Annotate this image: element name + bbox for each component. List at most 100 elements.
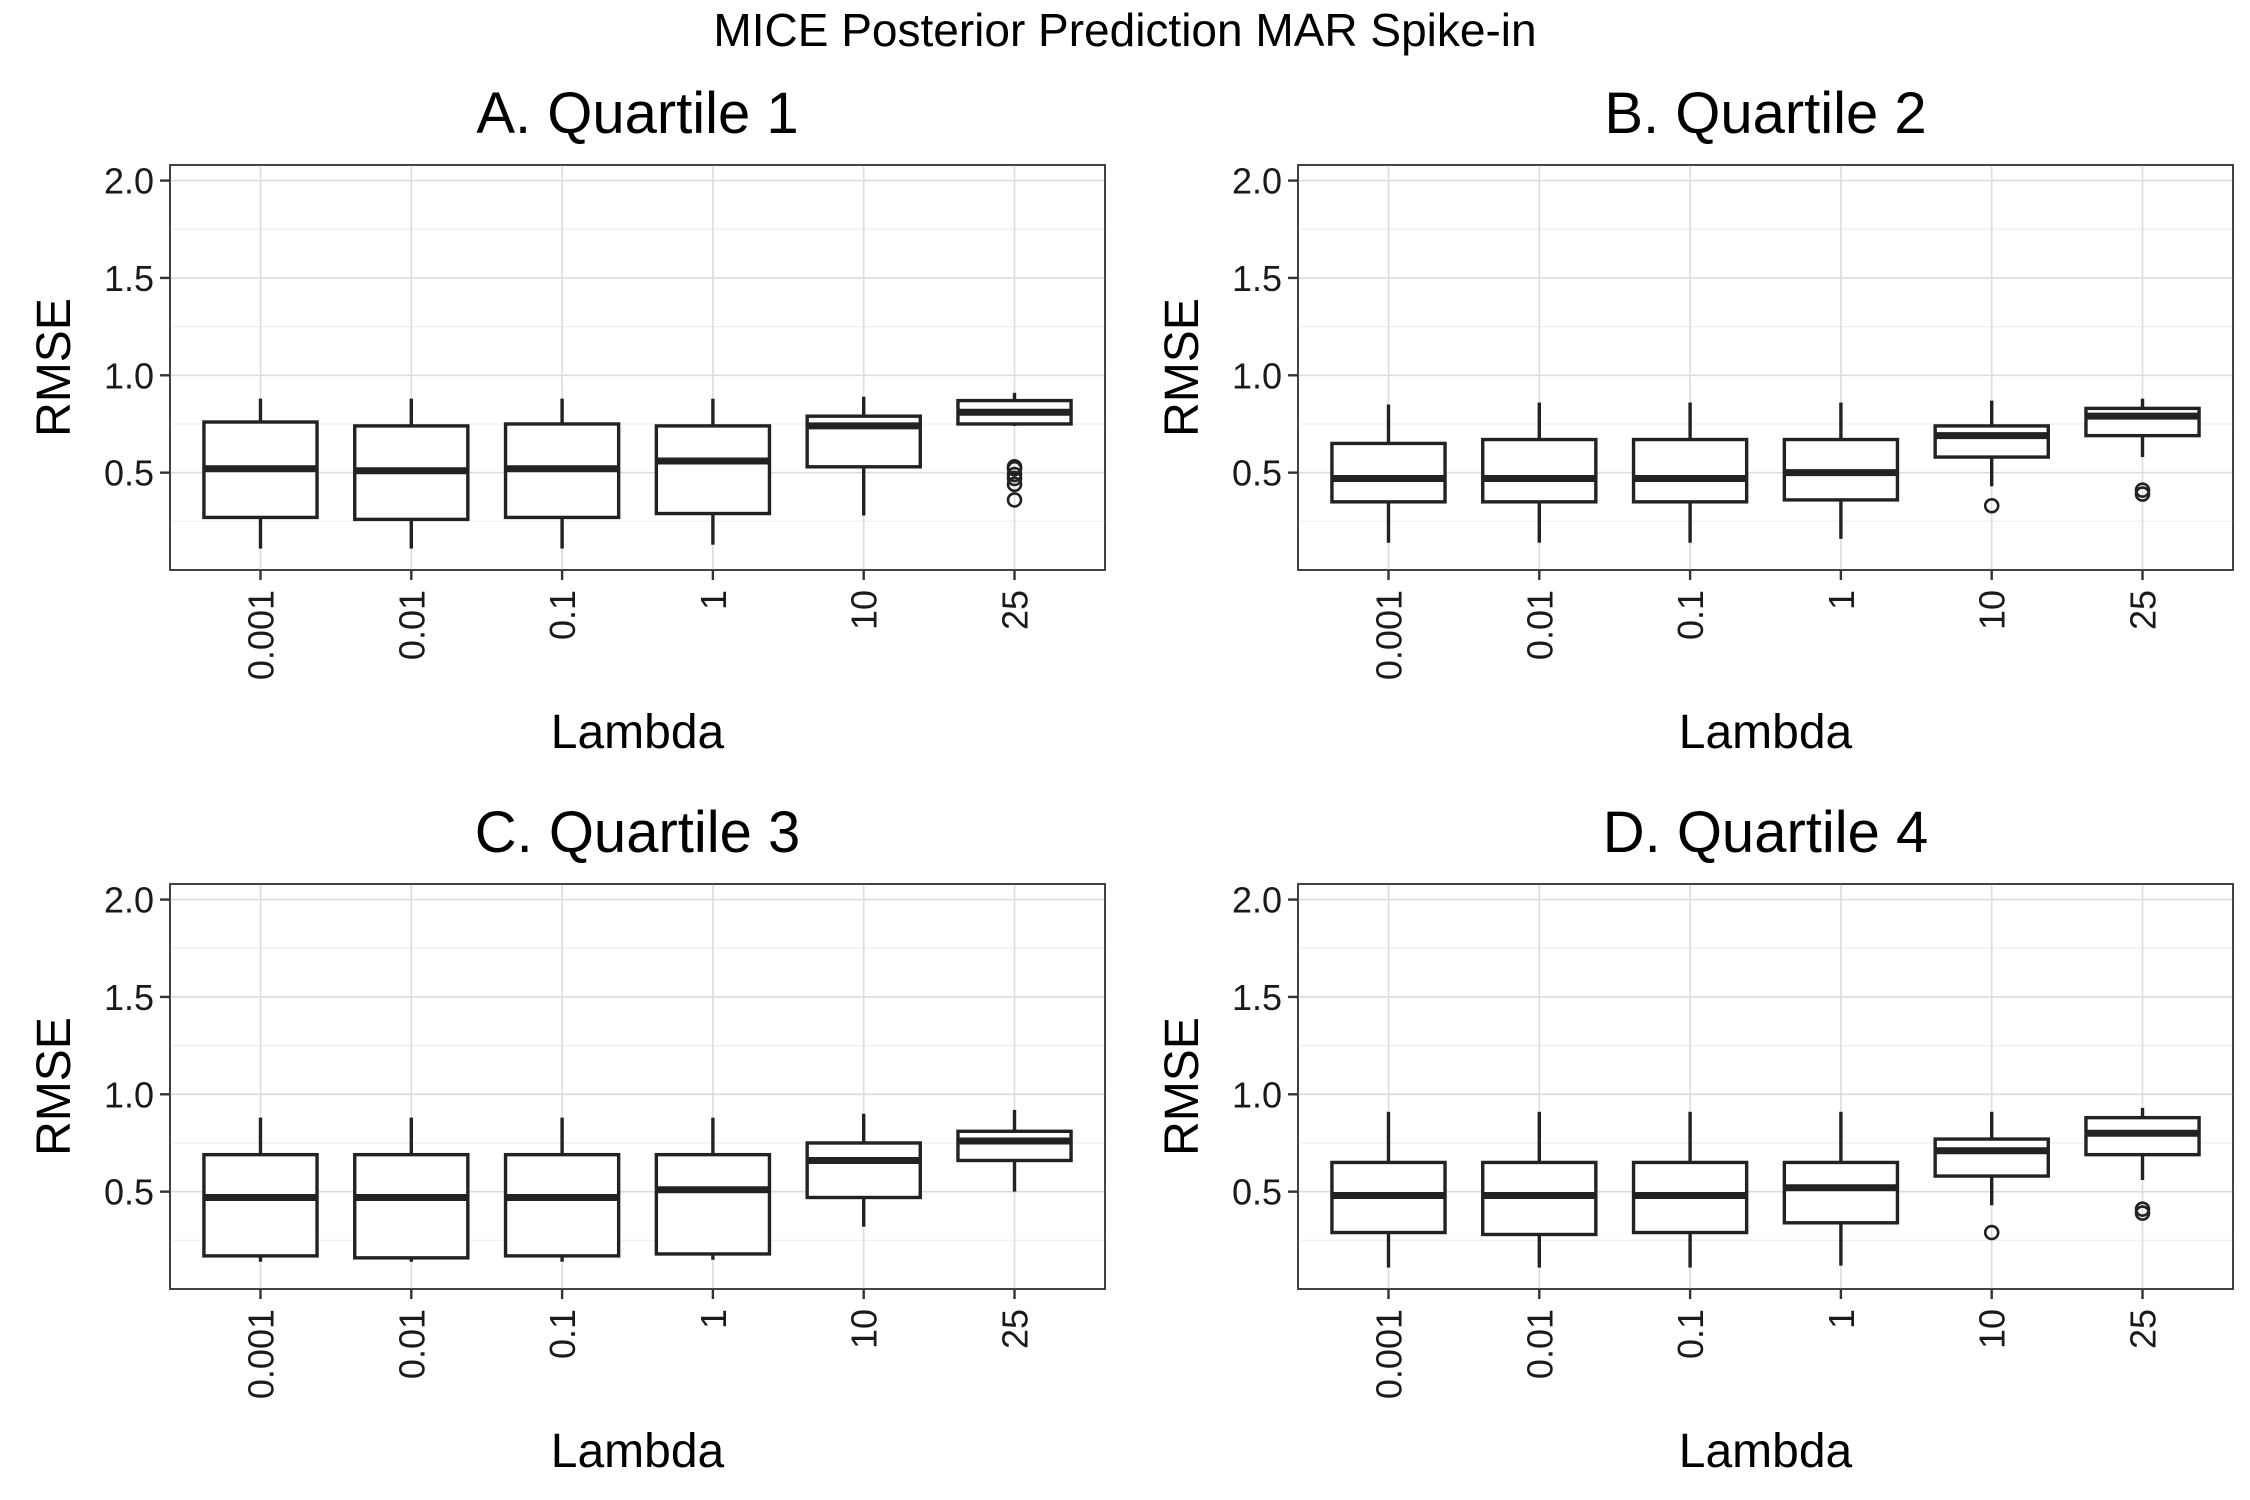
box-10 [1933, 400, 2050, 514]
x-tick-label: 1 [693, 590, 734, 610]
x-axis-label: Lambda [1679, 706, 1853, 759]
x-tick-label: 0.01 [391, 590, 432, 660]
x-tick-label: 0.01 [391, 1309, 432, 1379]
x-tick-label: 25 [2123, 1309, 2164, 1349]
x-tick-label: 10 [844, 590, 885, 630]
y-axis-label: RMSE [1156, 1017, 1209, 1156]
y-tick-label: 1.5 [1232, 977, 1282, 1018]
y-tick-label: 0.5 [104, 453, 154, 494]
outlier-point [1983, 1224, 2000, 1241]
x-tick-label: 0.01 [1519, 590, 1560, 660]
box-1 [654, 1117, 772, 1260]
box-0.001 [1330, 404, 1447, 543]
box-body [1330, 441, 1447, 504]
x-axis-label: Lambda [551, 1425, 725, 1478]
y-tick-label: 1.0 [1232, 355, 1282, 396]
y-tick-label: 0.5 [1232, 453, 1282, 494]
box-1 [1782, 402, 1900, 539]
box-body [805, 1141, 922, 1200]
box-0.001 [1330, 1111, 1447, 1268]
box-0.1 [503, 1117, 621, 1262]
y-tick-label: 1.5 [104, 258, 154, 299]
x-tick-label: 1 [1821, 1309, 1862, 1329]
box-25 [956, 392, 1073, 508]
outlier-point [1983, 497, 2000, 514]
outlier-point [2134, 1201, 2151, 1217]
box-25 [2084, 1107, 2201, 1221]
panel-title: B. Quartile 2 [1604, 81, 1926, 146]
box-0.01 [1481, 402, 1598, 543]
outlier-point [1006, 476, 1023, 493]
y-tick-label: 2.0 [104, 161, 154, 202]
box-body [1933, 424, 2050, 459]
y-tick-label: 1.0 [104, 355, 154, 396]
plot-area [1297, 164, 2234, 571]
outlier-point [1006, 466, 1023, 483]
box-1 [1782, 1111, 1900, 1266]
box-25 [956, 1109, 1073, 1192]
x-tick-label: 10 [844, 1309, 885, 1349]
y-tick-label: 2.0 [1232, 161, 1282, 202]
box-body [654, 424, 772, 516]
y-tick-label: 2.0 [1232, 880, 1282, 921]
y-tick-label: 1.0 [1232, 1074, 1282, 1115]
x-tick-label: 10 [1972, 1309, 2013, 1349]
y-axis-label: RMSE [1156, 298, 1209, 437]
box-10 [1933, 1111, 2050, 1241]
y-tick-label: 1.5 [104, 977, 154, 1018]
plot-area [169, 883, 1106, 1290]
x-tick-label: 0.001 [240, 1309, 281, 1399]
plot-border [1297, 164, 2234, 571]
box-0.01 [353, 1117, 470, 1262]
x-tick-label: 0.1 [1670, 1309, 1711, 1359]
box-25 [2084, 398, 2201, 502]
panels: A. Quartile 10.51.01.52.00.001 0.01 0.1 1 10… [28, 81, 2234, 1478]
box-1 [654, 398, 772, 545]
box-10 [805, 396, 922, 516]
panel-title: C. Quartile 3 [475, 800, 801, 865]
box-body [1631, 437, 1749, 504]
x-tick-label: 0.001 [1368, 590, 1409, 680]
box-0.001 [202, 1117, 319, 1262]
x-tick-label: 0.1 [1670, 590, 1711, 640]
x-tick-label: 0.001 [240, 590, 281, 680]
box-0.1 [503, 398, 621, 549]
outlier-point [1006, 459, 1023, 475]
x-tick-label: 0.01 [1519, 1309, 1560, 1379]
plot-border [1297, 883, 2234, 1290]
panel-2: B. Quartile 2 0.5 1.0 1.5 2.0 0.001 0.01 0.1 1 10… [1156, 81, 2234, 759]
box-0.1 [1631, 402, 1749, 543]
outlier-point [2134, 482, 2151, 498]
box-body [202, 1152, 319, 1258]
x-axis-label: Lambda [1679, 1425, 1853, 1478]
y-tick-label: 2.0 [104, 880, 154, 921]
x-tick-label: 0.1 [542, 1309, 583, 1359]
x-tick-label: 0.001 [1368, 1309, 1409, 1399]
y-axis-label: RMSE [28, 298, 81, 437]
box-0.01 [353, 398, 470, 549]
x-tick-label: 25 [2123, 590, 2164, 630]
x-tick-label: 25 [995, 1309, 1036, 1349]
x-tick-label: 1 [1821, 590, 1862, 610]
y-tick-label: 1.0 [104, 1074, 154, 1115]
box-body [1782, 1160, 1900, 1225]
box-0.1 [1631, 1111, 1749, 1268]
panel-3: C. Quartile 3 0.5 1.0 1.5 2.0 0.001 0.01 0.1 1 10… [28, 800, 1106, 1478]
plot-area [1297, 883, 2234, 1290]
plot-border [169, 164, 1106, 571]
y-tick-label: 0.5 [104, 1172, 154, 1213]
panel-1: A. Quartile 1 0.5 1.0 1.5 2.0 0.001 0.01 0.1 1 10… [28, 81, 1106, 759]
box-body [654, 1152, 772, 1256]
box-0.01 [1481, 1111, 1598, 1268]
box-body [1481, 437, 1598, 504]
panel-title: D. Quartile 4 [1603, 800, 1929, 865]
box-body [956, 1129, 1073, 1163]
box-body [503, 1152, 621, 1258]
box-body [1933, 1137, 2050, 1178]
box-0.001 [202, 398, 319, 549]
x-tick-label: 0.1 [542, 590, 583, 640]
panel-4: D. Quartile 4 0.5 1.0 1.5 2.0 0.001 0.01 0.1 1 10… [1156, 800, 2234, 1478]
outlier-point [1006, 492, 1023, 508]
x-axis-label: Lambda [551, 706, 725, 759]
